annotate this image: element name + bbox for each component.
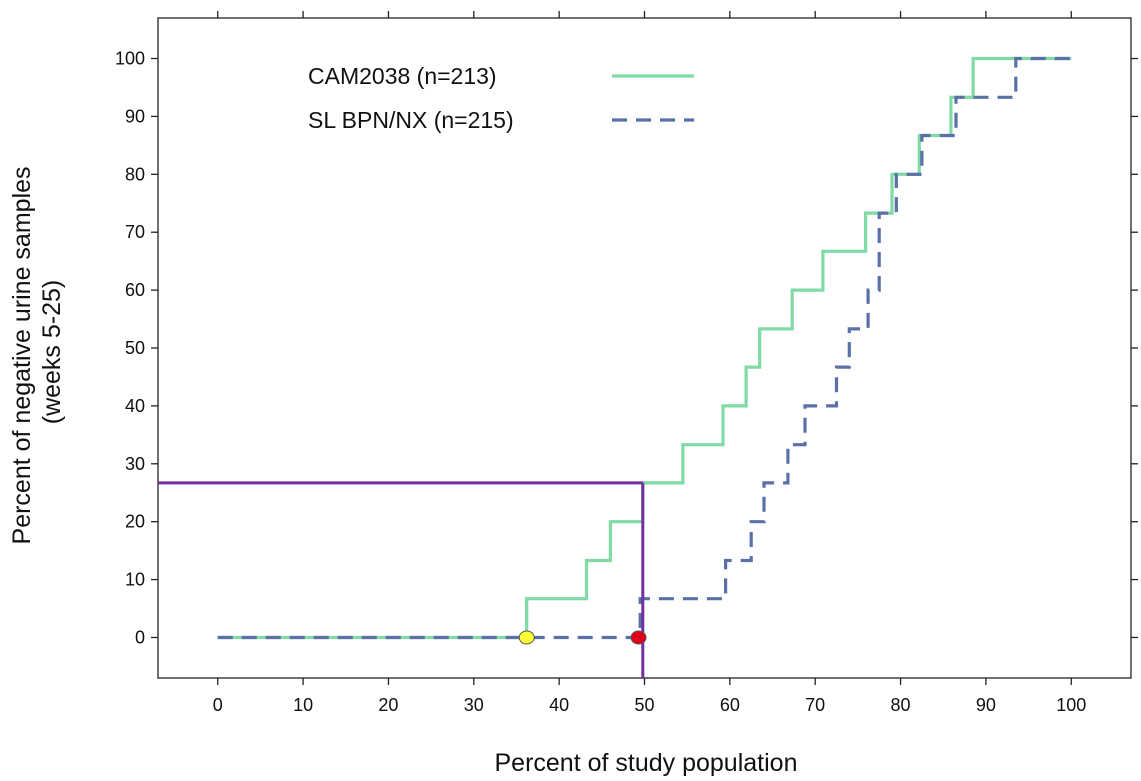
marker-1 [518,630,535,645]
y-tick-label: 100 [115,49,145,69]
marker-2 [630,630,647,645]
x-tick-label: 50 [634,695,654,715]
x-tick-label: 90 [976,695,996,715]
x-tick-label: 70 [805,695,825,715]
y-tick-label: 20 [125,512,145,532]
axis-ticks: 0 10 20 30 40 50 60 70 80 90 100 0 10 20 30 40 50 60 70 80 9… [115,11,1138,715]
series-line-2 [217,56,1072,640]
y-tick-label: 70 [125,222,145,242]
x-tick-label: 0 [213,695,223,715]
y-tick-label: 40 [125,396,145,416]
plot-frame [157,17,1132,679]
y-tick-label: 80 [125,164,145,184]
y-axis-title-line-2: (weeks 5-25) [38,280,66,425]
y-tick-label: 0 [135,627,145,647]
x-tick-label: 80 [891,695,911,715]
series-line-1 [217,56,1072,640]
markers [518,630,647,645]
x-tick-label: 30 [464,695,484,715]
y-tick-label: 50 [125,338,145,358]
x-tick-label: 40 [549,695,569,715]
legend: CAM2038 (n=213) SL BPN/NX (n=215) [308,63,694,133]
y-tick-label: 90 [125,106,145,126]
x-axis-title: Percent of study population [495,749,798,777]
y-tick-label: 10 [125,570,145,590]
series-lines [217,56,1072,640]
x-tick-label: 20 [378,695,398,715]
x-tick-label: 60 [720,695,740,715]
y-axis-title: Percent of negative urine samples (weeks… [8,160,66,545]
y-tick-label: 30 [125,454,145,474]
legend-label-2: SL BPN/NX (n=215) [308,107,514,133]
plot-border [157,17,1132,679]
y-tick-label: 60 [125,280,145,300]
x-tick-label: 10 [293,695,313,715]
legend-label-1: CAM2038 (n=213) [308,63,497,89]
reference-lines [158,481,645,678]
x-tick-label: 100 [1056,695,1086,715]
y-axis-title-line-1: Percent of negative urine samples [8,166,36,544]
